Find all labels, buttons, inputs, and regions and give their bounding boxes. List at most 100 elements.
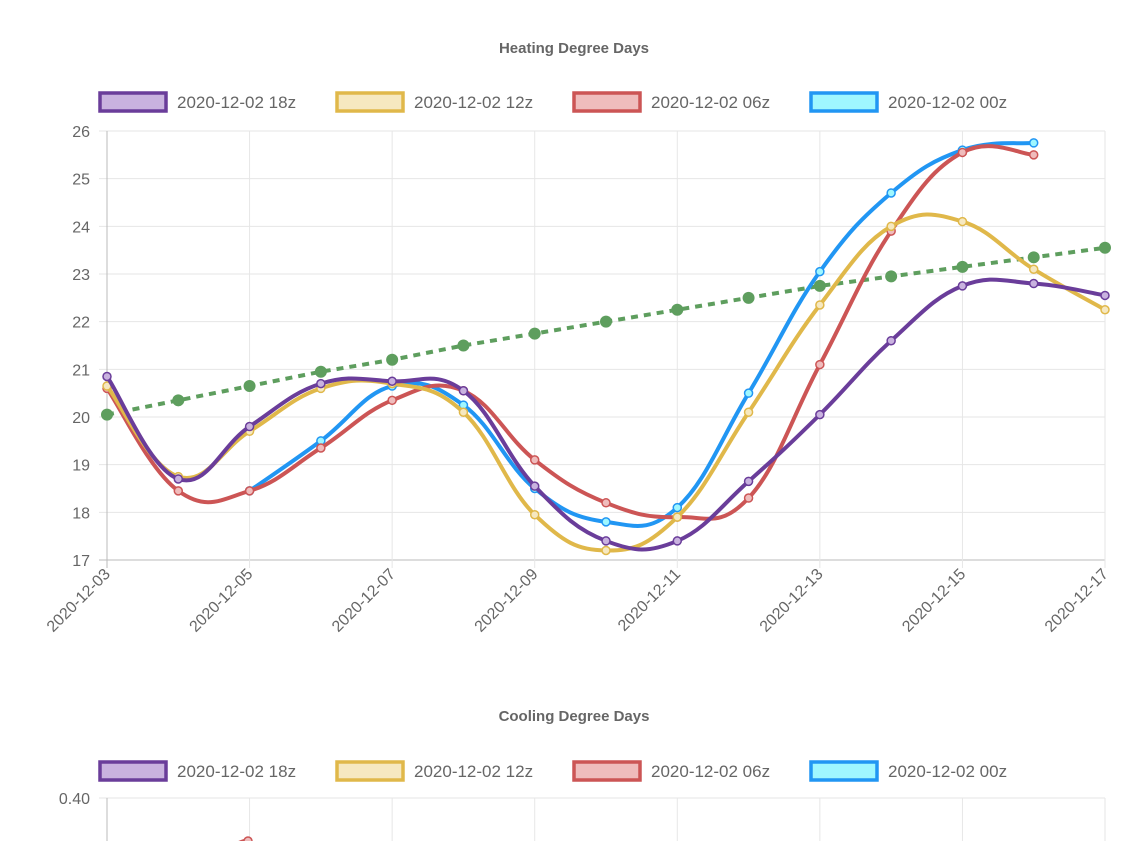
series-point	[458, 407, 469, 417]
trend-point	[600, 315, 612, 328]
x-axis-heating: 2020-12-03 2020-12-05 2020-12-07 2020-12-09…	[44, 566, 1112, 636]
trend-series	[101, 241, 1111, 421]
x-tick-label: 2020-12-05	[187, 566, 257, 636]
series-point	[173, 486, 184, 496]
series-point	[886, 335, 896, 346]
heating-legend-swatch-3	[809, 91, 879, 113]
series-point	[1028, 138, 1039, 148]
cooling-legend-label-0: 2020-12-02 18z	[177, 762, 296, 781]
y-tick-label: 21	[72, 362, 90, 379]
heating-legend-label-3: 2020-12-02 00z	[888, 93, 1007, 112]
x-tick-label: 2020-12-09	[472, 566, 542, 636]
series-point	[316, 378, 326, 389]
trend-point	[1027, 251, 1040, 264]
series-point	[957, 281, 968, 291]
series-line	[248, 140, 1034, 528]
y-tick-label: 23	[72, 267, 90, 284]
series-point	[886, 221, 896, 232]
trend-point	[671, 303, 684, 316]
series-point	[316, 443, 326, 453]
series-point	[672, 536, 683, 546]
trend-point	[314, 365, 327, 378]
series-point	[815, 300, 825, 310]
y-tick-label: 0.40	[59, 791, 90, 808]
x-tick-label: 2020-12-17	[1042, 566, 1112, 636]
series-3	[244, 138, 1039, 528]
series-point	[1028, 150, 1039, 160]
cooling-legend-label-3: 2020-12-02 00z	[888, 762, 1007, 781]
series-point	[102, 371, 112, 382]
y-tick-label: 25	[72, 172, 90, 189]
series-point	[957, 216, 968, 227]
heating-legend-swatch-1	[335, 91, 405, 113]
series-point	[743, 476, 754, 487]
cooling-legend-label-1: 2020-12-02 12z	[414, 762, 533, 781]
series-point	[1100, 305, 1110, 315]
x-tick-label: 2020-12-03	[44, 566, 114, 636]
trend-point	[742, 291, 755, 304]
cooling-legend-swatch-3	[809, 760, 879, 782]
y-tick-label: 22	[72, 315, 90, 332]
x-tick-label: 2020-12-15	[899, 566, 969, 636]
trend-point	[243, 380, 256, 393]
series-point	[815, 409, 825, 420]
x-tick-label: 2020-12-11	[615, 566, 684, 635]
y-tick-label: 20	[72, 410, 90, 427]
series-0	[102, 277, 1110, 552]
trend-point	[1099, 241, 1111, 254]
trend-point	[457, 339, 470, 352]
series-point	[815, 359, 825, 370]
heating-legend-label-0: 2020-12-02 18z	[177, 93, 296, 112]
series-point	[672, 512, 683, 522]
heating-legend-label-1: 2020-12-02 12z	[414, 93, 533, 112]
legend-heating: 2020-12-02 18z 2020-12-02 12z 2020-12-02 0…	[98, 91, 1007, 113]
heating-legend-swatch-2	[572, 91, 642, 113]
trend-point	[172, 394, 185, 407]
series-1	[102, 212, 1110, 556]
x-tick-label: 2020-12-13	[757, 566, 827, 636]
trend-point	[101, 408, 113, 421]
heating-legend-label-2: 2020-12-02 06z	[651, 93, 770, 112]
series-point	[743, 407, 754, 417]
series-point	[957, 147, 968, 158]
series-point	[173, 474, 184, 484]
series-point	[601, 545, 611, 556]
plot-area-cooling	[238, 836, 253, 841]
series-point	[387, 395, 397, 406]
series-line	[105, 144, 1034, 521]
trend-point	[386, 353, 399, 366]
cooling-legend-swatch-2	[572, 760, 642, 782]
series-point	[1028, 264, 1039, 274]
series-point	[1028, 278, 1039, 289]
series-point	[672, 502, 683, 513]
x-tick-label: 2020-12-07	[329, 566, 399, 636]
series-point	[244, 421, 255, 432]
y-tick-label: 19	[72, 458, 90, 475]
series-point	[886, 188, 896, 198]
y-tick-label: 26	[72, 124, 90, 141]
plot-area-heating	[101, 138, 1111, 556]
trend-point	[813, 279, 826, 292]
cooling-legend-label-2: 2020-12-02 06z	[651, 762, 770, 781]
grid-cooling: 0.40	[59, 791, 1106, 841]
series-point	[529, 509, 540, 520]
series-point	[601, 536, 611, 546]
y-tick-label: 18	[72, 505, 90, 522]
trend-line	[106, 245, 1106, 417]
series-point	[1100, 290, 1110, 301]
series-point	[529, 455, 540, 465]
chart-title-cooling: Cooling Degree Days	[499, 708, 650, 725]
y-axis-heating: 17 18 19 20 21 22 23 24 25 26	[72, 124, 90, 570]
chart-title-heating: Heating Degree Days	[499, 40, 649, 57]
series-point	[458, 386, 469, 396]
y-tick-label: 17	[72, 553, 90, 570]
cooling-legend-swatch-1	[335, 760, 405, 782]
series-point	[601, 517, 611, 527]
legend-cooling: 2020-12-02 18z 2020-12-02 12z 2020-12-02 0…	[98, 760, 1007, 782]
series-point	[743, 388, 754, 398]
series-point	[815, 266, 825, 277]
trend-point	[956, 260, 969, 273]
heating-legend-swatch-0	[98, 91, 168, 113]
series-point	[387, 376, 397, 386]
